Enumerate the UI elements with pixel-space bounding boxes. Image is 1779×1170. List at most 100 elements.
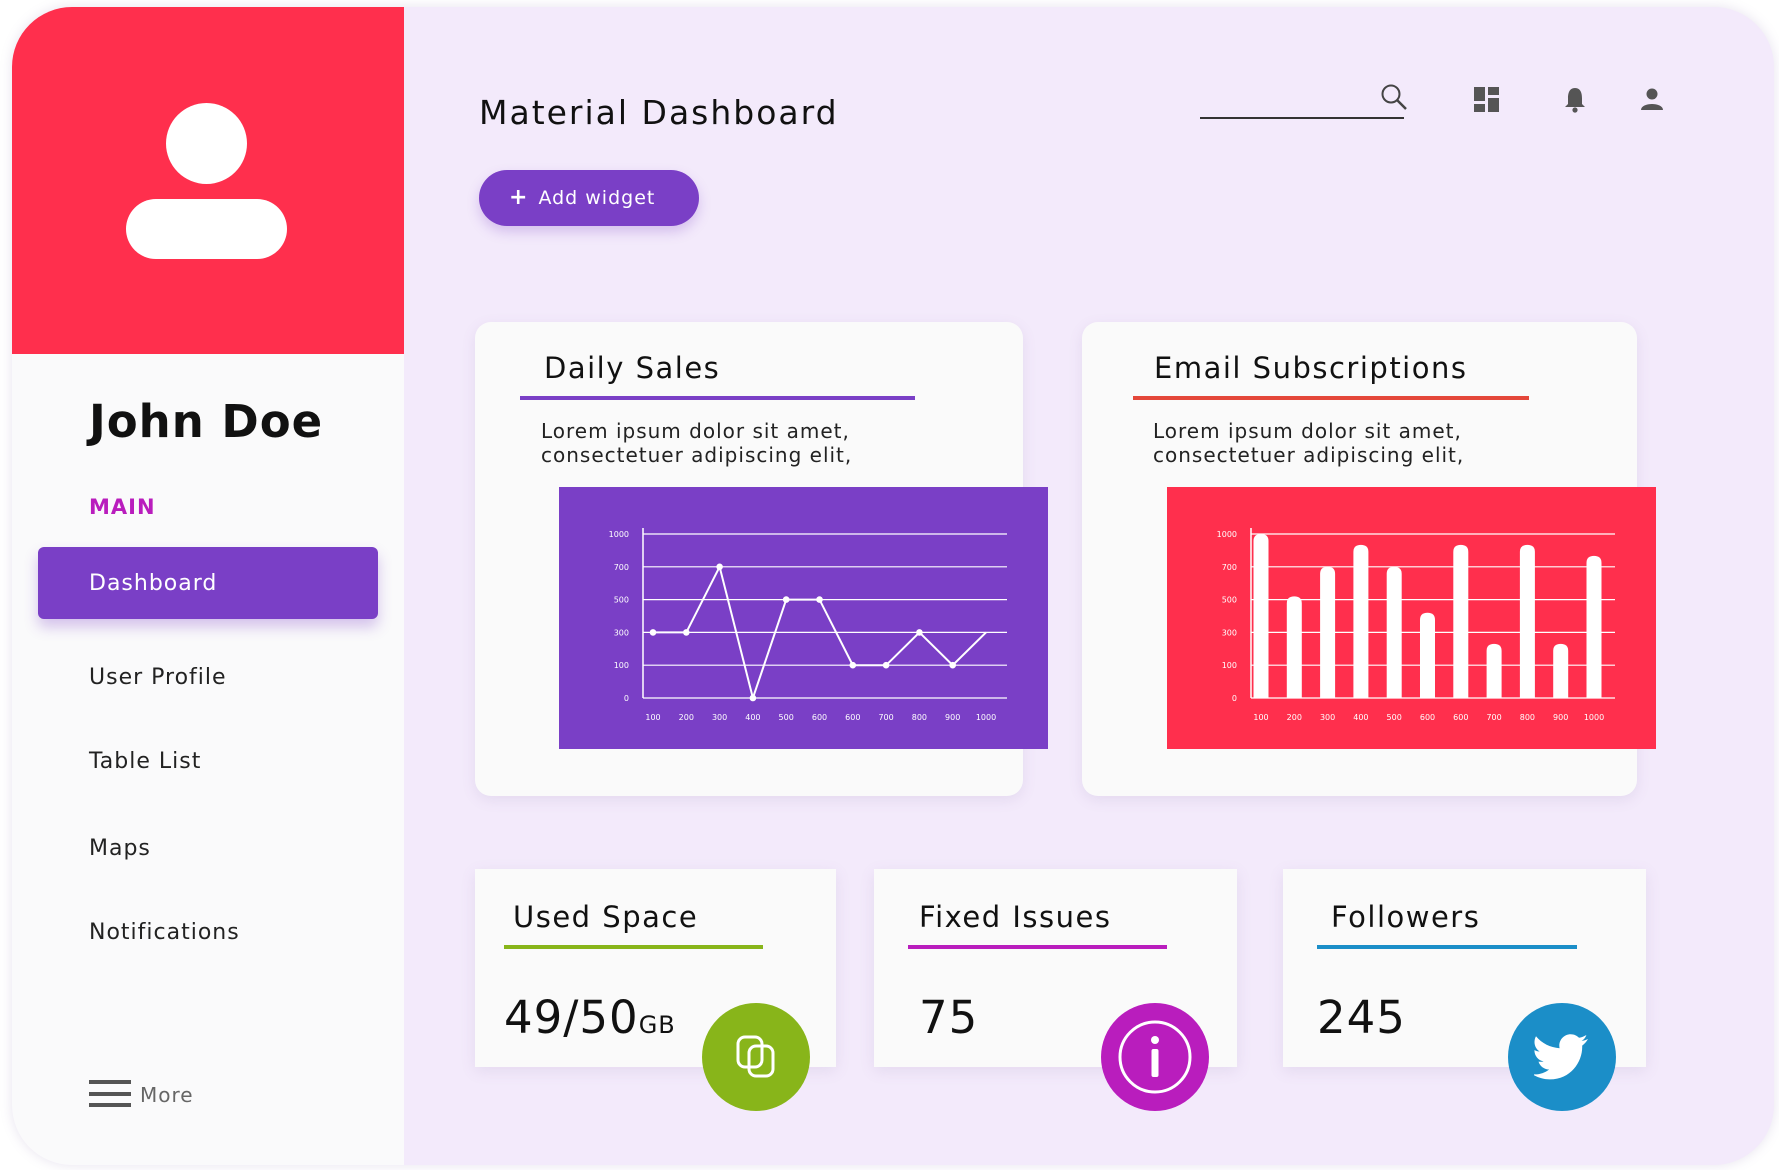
y-tick-label: 500 <box>614 596 629 605</box>
card-underline <box>908 945 1167 949</box>
x-tick-label: 200 <box>679 713 694 722</box>
card-underline <box>520 396 915 400</box>
y-tick-label: 300 <box>1222 628 1237 637</box>
plus-icon: + <box>509 185 529 210</box>
sidebar-item-label: Dashboard <box>89 571 218 596</box>
data-point <box>749 694 757 702</box>
sidebar: John Doe MAIN Dashboard User Profile Tab… <box>12 7 404 1165</box>
profile-header <box>12 7 404 354</box>
sidebar-item-maps[interactable]: Maps <box>89 836 151 861</box>
bar <box>1286 596 1302 698</box>
y-tick-label: 100 <box>1222 661 1237 670</box>
email-subscriptions-chart: 1000 700 500 300 100 0 100 200 300 400 500 600 600 70… <box>1167 487 1656 749</box>
bar <box>1453 544 1469 698</box>
card-description: Lorem ipsum dolor sit amet, consectetuer… <box>1153 419 1465 467</box>
add-widget-label: Add widget <box>538 187 656 209</box>
person-icon[interactable] <box>1640 87 1664 111</box>
x-tick-label: 400 <box>1353 713 1368 722</box>
x-tick-label: 300 <box>1320 713 1335 722</box>
x-tick-label: 700 <box>1486 713 1501 722</box>
followers-value: 245 <box>1317 991 1406 1044</box>
data-point <box>716 563 723 571</box>
x-tick-label: 200 <box>1287 713 1302 722</box>
bar <box>1320 566 1336 698</box>
x-tick-label: 600 <box>845 713 860 722</box>
data-point <box>916 629 923 636</box>
used-space-value: 49/50GB <box>504 991 676 1044</box>
followers-card: Followers 245 <box>1283 869 1646 1067</box>
daily-sales-chart: 1000 700 500 300 100 0 100 200 300 400 500 600 600 70… <box>559 487 1048 749</box>
card-title: Followers <box>1331 900 1481 934</box>
x-tick-label: 600 <box>1420 713 1435 722</box>
data-point <box>782 596 790 603</box>
card-underline <box>1317 945 1577 949</box>
x-tick-label: 1000 <box>1584 713 1604 722</box>
dashboard-grid-icon[interactable] <box>1474 87 1500 113</box>
x-tick-label: 900 <box>1553 713 1568 722</box>
add-widget-button[interactable]: + Add widget <box>479 170 699 226</box>
y-tick-label: 1000 <box>609 530 629 539</box>
fixed-issues-value: 75 <box>919 991 979 1044</box>
bar <box>1553 643 1569 698</box>
sidebar-section-label: MAIN <box>89 495 156 519</box>
y-tick-label: 500 <box>1222 596 1237 605</box>
x-tick-label: 600 <box>812 713 827 722</box>
data-point <box>683 629 690 636</box>
sidebar-item-table-list[interactable]: Table List <box>89 749 202 774</box>
x-tick-label: 600 <box>1453 713 1468 722</box>
x-tick-label: 900 <box>945 713 960 722</box>
x-tick-label: 500 <box>1387 713 1402 722</box>
bar <box>1386 566 1402 698</box>
card-description: Lorem ipsum dolor sit amet, consectetuer… <box>541 419 853 467</box>
bar <box>1253 534 1269 698</box>
search-icon[interactable] <box>1380 83 1408 113</box>
more-button[interactable]: More <box>89 1080 194 1107</box>
bar <box>1486 643 1502 698</box>
data-point <box>949 661 956 669</box>
x-tick-label: 400 <box>745 713 760 722</box>
x-tick-label: 300 <box>712 713 727 722</box>
user-name: John Doe <box>89 395 324 448</box>
y-tick-label: 0 <box>624 694 629 703</box>
data-point <box>816 596 823 603</box>
bell-icon[interactable] <box>1564 87 1586 113</box>
followers-button[interactable] <box>1508 1003 1616 1111</box>
bar <box>1420 612 1435 698</box>
data-point <box>649 629 657 636</box>
x-tick-label: 800 <box>1520 713 1535 722</box>
card-title: Daily Sales <box>544 351 721 385</box>
page-title: Material Dashboard <box>479 93 839 132</box>
sidebar-item-user-profile[interactable]: User Profile <box>89 665 227 690</box>
info-icon <box>1118 1020 1192 1094</box>
more-label: More <box>140 1083 194 1107</box>
search-input[interactable] <box>1200 117 1404 119</box>
y-tick-label: 0 <box>1232 694 1237 703</box>
y-tick-label: 1000 <box>1217 530 1237 539</box>
data-point <box>849 661 857 669</box>
used-space-button[interactable] <box>702 1003 810 1111</box>
y-tick-label: 700 <box>1222 563 1237 572</box>
used-space-card: Used Space 49/50GB <box>475 869 836 1067</box>
app-window: John Doe MAIN Dashboard User Profile Tab… <box>12 7 1774 1165</box>
sidebar-item-dashboard[interactable]: Dashboard <box>38 547 378 619</box>
x-tick-label: 800 <box>912 713 927 722</box>
x-tick-label: 100 <box>1253 713 1268 722</box>
x-tick-label: 700 <box>878 713 893 722</box>
y-tick-label: 700 <box>614 563 629 572</box>
bar <box>1353 544 1369 698</box>
y-tick-label: 100 <box>614 661 629 670</box>
card-title: Fixed Issues <box>919 900 1112 934</box>
x-tick-label: 500 <box>779 713 794 722</box>
menu-icon <box>89 1080 131 1107</box>
card-underline <box>504 945 763 949</box>
data-point <box>882 661 890 669</box>
y-tick-label: 300 <box>614 628 629 637</box>
sidebar-item-notifications[interactable]: Notifications <box>89 920 240 945</box>
card-underline <box>1133 396 1529 400</box>
card-title: Email Subscriptions <box>1154 351 1468 385</box>
x-tick-label: 1000 <box>976 713 996 722</box>
fixed-issues-button[interactable] <box>1101 1003 1209 1111</box>
x-tick-label: 100 <box>645 713 660 722</box>
